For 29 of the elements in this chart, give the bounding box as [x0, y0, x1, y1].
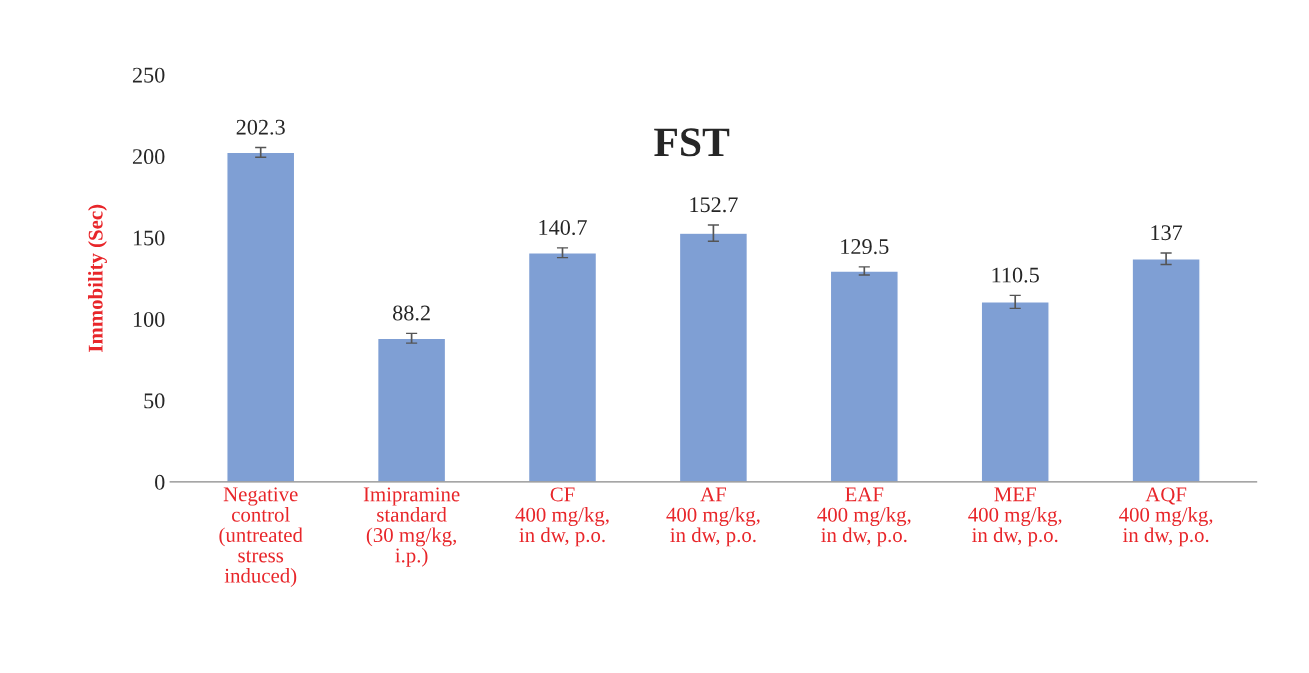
x-tick-label: AF 400 mg/kg, in dw, p.o. [666, 487, 760, 547]
y-tick-label: 200 [132, 149, 165, 165]
bar [829, 270, 899, 482]
bar [678, 232, 749, 482]
y-axis-title: Immobility (Sec) [88, 204, 107, 352]
data-label: 140.7 [539, 219, 587, 236]
y-tick-label: 100 [133, 311, 165, 327]
data-label: 110.5 [992, 267, 1039, 283]
data-label: 129.5 [841, 239, 889, 255]
text: FST [654, 128, 730, 157]
bar [527, 252, 598, 482]
bar [376, 337, 447, 482]
bar [1131, 258, 1201, 482]
x-tick-label: MEF 400 mg/kg, in dw, p.o. [968, 487, 1062, 547]
x-tick-label: CF 400 mg/kg, in dw, p.o. [515, 487, 609, 547]
data-label: 202.3 [236, 119, 285, 135]
data-label: 152.7 [690, 197, 738, 213]
data-label: 137 [1151, 225, 1183, 241]
y-tick-label: 50 [144, 393, 165, 409]
data-label: 88.2 [393, 305, 430, 321]
x-tick-label: EAF 400 mg/kg, in dw, p.o. [817, 487, 911, 547]
y-tick-label: 250 [132, 67, 165, 83]
x-tick-label: Negative control (untreated stress induced) [219, 487, 303, 587]
bar [980, 301, 1050, 482]
y-tick-label: 150 [133, 230, 165, 246]
bar [226, 151, 296, 482]
x-tick-label: Imipramine standard (30 mg/kg, i.p.) [363, 487, 460, 567]
x-tick-label: AQF 400 mg/kg, in dw, p.o. [1119, 487, 1213, 547]
y-tick-label: 0 [155, 474, 165, 490]
